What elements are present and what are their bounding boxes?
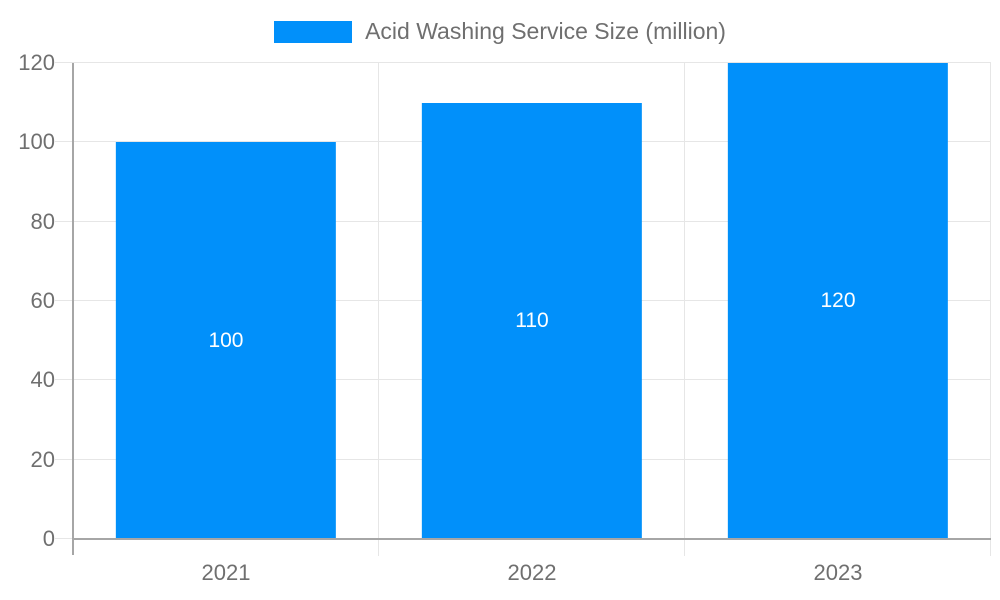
y-tick-label-20: 20 [30, 446, 55, 472]
bar-2021[interactable]: 100 [115, 142, 337, 539]
x-tick-label-2022: 2022 [507, 560, 557, 585]
v-gridline-1 [377, 63, 379, 556]
x-tick-label-2023: 2023 [813, 560, 863, 585]
bar-value-label: 100 [208, 328, 244, 352]
y-axis-line [72, 63, 74, 555]
bar-2023[interactable]: 120 [727, 63, 949, 539]
legend: Acid Washing Service Size (million) [0, 18, 1000, 45]
x-axis-labels: 2021 2022 2023 [73, 560, 991, 590]
v-gridline-2 [683, 63, 685, 556]
y-tick-label-80: 80 [30, 208, 55, 234]
plot-area: 100 110 120 [55, 62, 991, 556]
bar-value-label: 110 [515, 308, 549, 332]
legend-item[interactable]: Acid Washing Service Size (million) [274, 18, 726, 45]
legend-label: Acid Washing Service Size (million) [365, 18, 726, 44]
y-tick-label-40: 40 [30, 367, 55, 393]
x-tick-label-2021: 2021 [201, 560, 251, 585]
h-gridline-120 [55, 62, 991, 63]
y-tick-label-120: 120 [18, 50, 55, 75]
bar-value-label: 120 [820, 289, 856, 312]
y-tick-label-100: 100 [18, 129, 55, 155]
v-gridline-3 [990, 63, 991, 556]
bar-2022[interactable]: 110 [421, 102, 643, 539]
y-axis-labels: 0 20 40 60 80 100 120 [0, 50, 55, 551]
legend-swatch-icon [274, 20, 353, 43]
y-tick-label-60: 60 [30, 288, 55, 313]
x-axis-line [73, 538, 991, 540]
y-tick-label-0: 0 [42, 526, 55, 551]
